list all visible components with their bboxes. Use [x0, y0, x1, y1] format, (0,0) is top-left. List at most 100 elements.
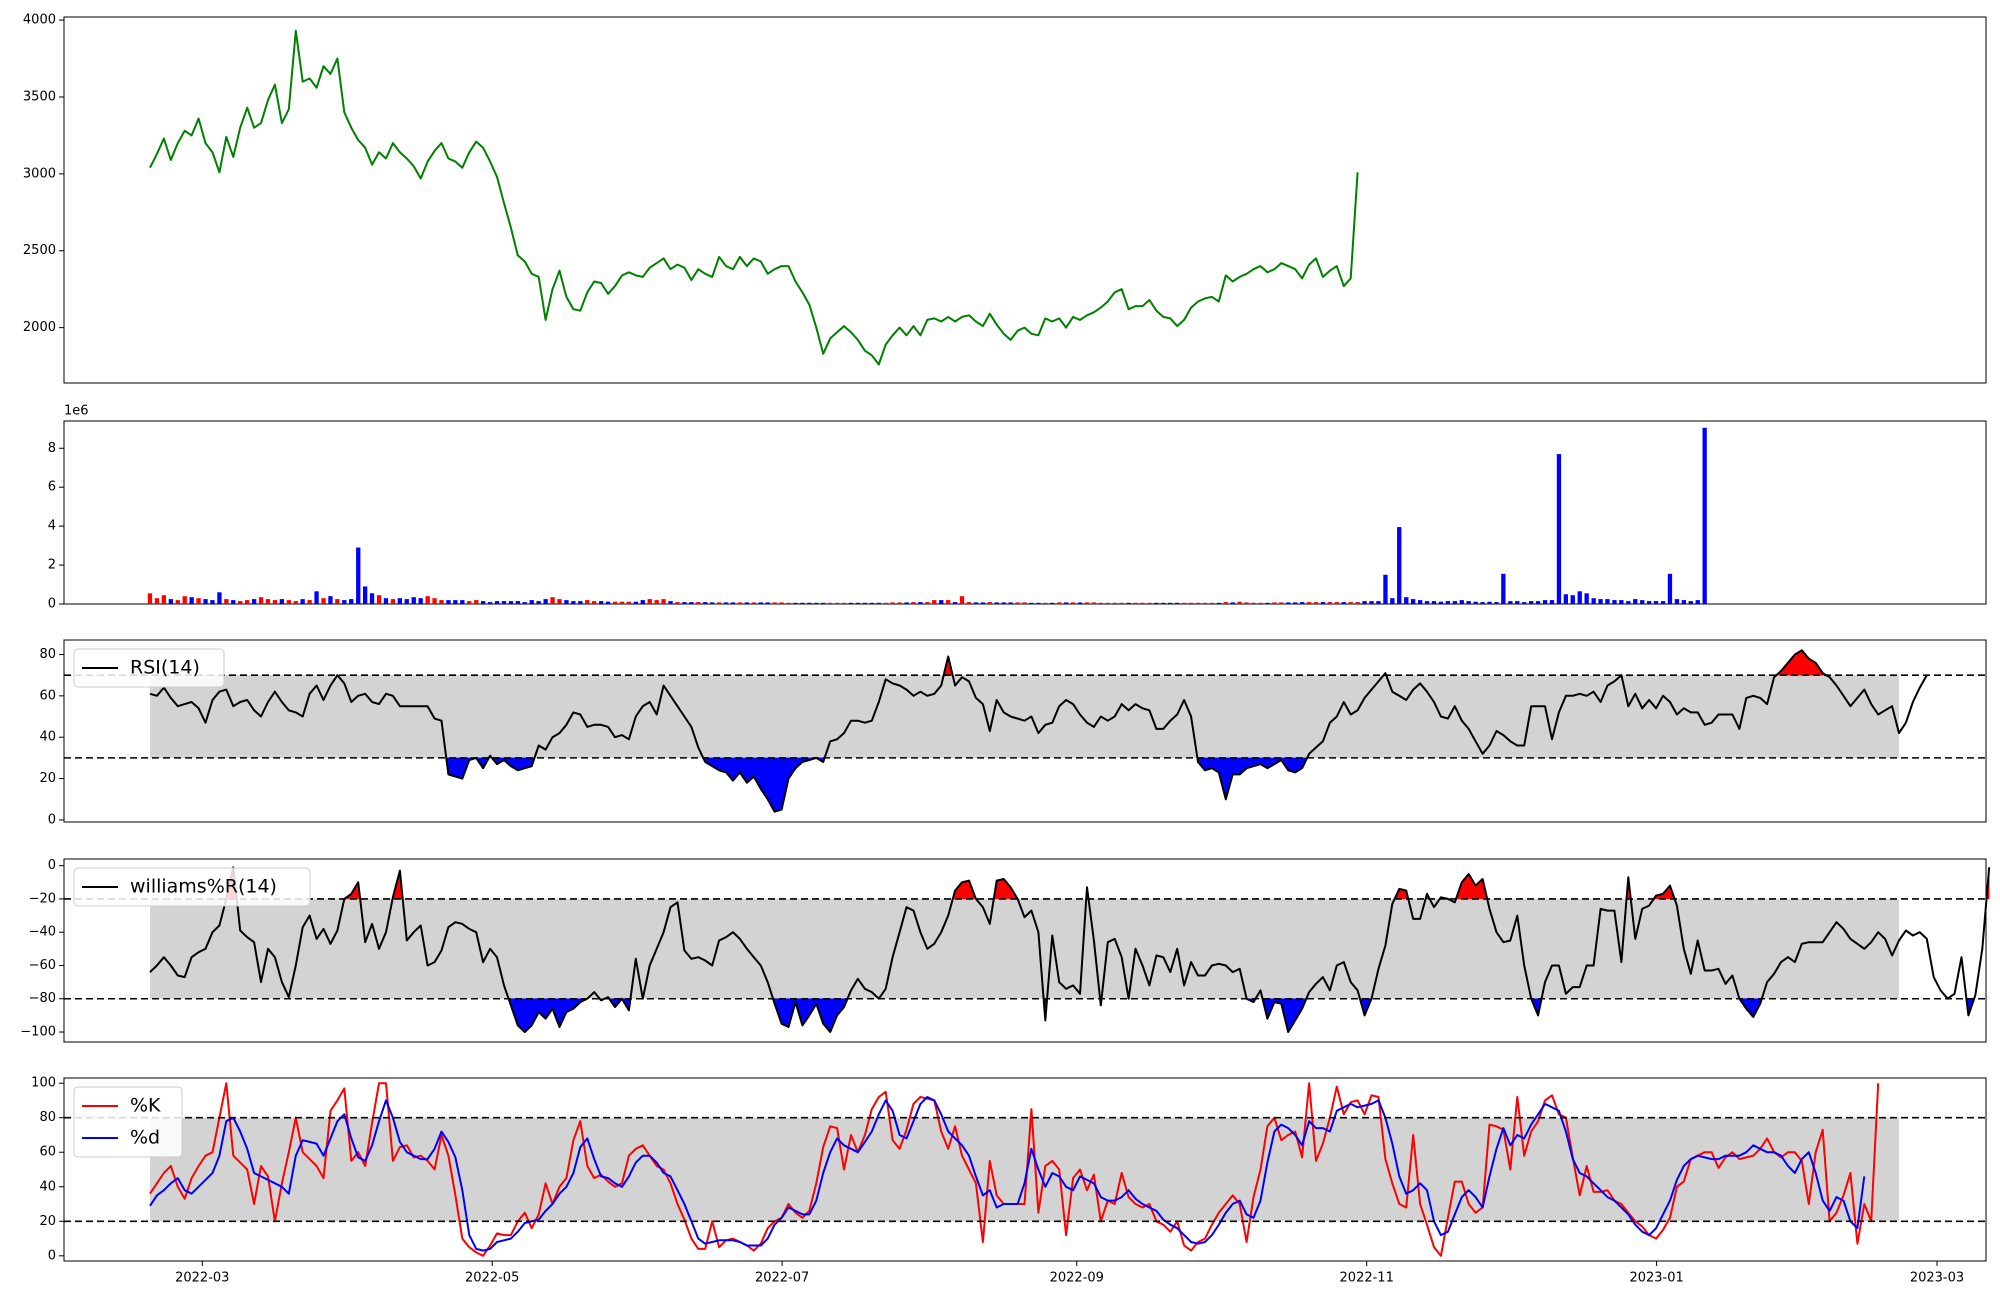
volume-bar	[1633, 599, 1638, 604]
volume-bar	[411, 597, 416, 604]
volume-bar	[932, 600, 937, 604]
x-tick-label: 2022-03	[175, 1271, 229, 1286]
volume-bar	[1674, 599, 1680, 604]
volume-bar	[890, 602, 895, 604]
y-tick-label: 60	[39, 688, 56, 703]
volume-bar	[1313, 602, 1319, 604]
volume-bar	[869, 602, 874, 604]
y-tick-label: 40	[39, 730, 56, 745]
volume-bar	[765, 602, 770, 604]
volume-bar	[1390, 598, 1395, 604]
volume-bar	[1480, 602, 1485, 604]
volume-bar	[571, 601, 576, 604]
volume-bar	[599, 601, 604, 604]
x-tick-label: 2022-11	[1340, 1271, 1394, 1286]
volume-bar	[529, 600, 534, 604]
volume-bar	[737, 602, 743, 604]
axes-frame	[63, 420, 1987, 605]
volume-bar	[633, 601, 638, 604]
williams-oversold-fill	[781, 998, 789, 1028]
volume-bar	[1591, 598, 1596, 604]
volume-bar	[987, 602, 992, 604]
volume-bar	[626, 601, 631, 604]
volume-bar	[501, 601, 507, 604]
volume-bar	[1293, 602, 1298, 604]
volume-bar	[946, 600, 951, 604]
x-tick-label: 2023-03	[1910, 1271, 1964, 1286]
volume-bar	[841, 602, 847, 604]
volume-bar	[1244, 602, 1249, 604]
volume-bar	[1418, 600, 1423, 604]
volume-bar	[1036, 602, 1041, 604]
volume-bar	[1605, 599, 1610, 604]
volume-bar	[675, 602, 680, 604]
volume-bar	[1195, 602, 1201, 604]
y-tick-label: 2000	[23, 320, 56, 335]
legend-label: RSI(14)	[130, 657, 200, 679]
volume-bar	[661, 599, 666, 604]
volume-bar	[682, 602, 687, 604]
volume-bar	[1556, 454, 1562, 604]
volume-bar	[723, 602, 729, 604]
rsi-line	[149, 649, 1928, 813]
volume-bar	[1494, 602, 1499, 604]
x-tick-label: 2023-01	[1629, 1271, 1683, 1286]
volume-bar	[1459, 600, 1464, 604]
volume-bar	[612, 601, 618, 604]
volume-bar	[848, 602, 854, 604]
volume-bar	[460, 600, 465, 604]
volume-bar	[994, 602, 999, 604]
volume-bar	[1695, 600, 1700, 604]
volume-bar	[800, 602, 805, 604]
volume-bar	[952, 602, 958, 604]
volume-bar	[404, 599, 409, 604]
volume-bar	[1355, 602, 1360, 604]
neutral-band	[150, 1117, 1899, 1222]
volume-bar	[973, 602, 979, 604]
volume-bar	[238, 601, 243, 604]
volume-bar	[1612, 600, 1617, 604]
volume-bar	[1702, 427, 1707, 604]
volume-bar	[314, 591, 319, 604]
volume-bar	[1397, 527, 1402, 604]
volume-bar	[1251, 602, 1256, 604]
volume-bar	[1202, 602, 1208, 604]
volume-bar	[1077, 602, 1083, 604]
volume-bar	[175, 600, 180, 604]
volume-bar	[293, 601, 298, 604]
volume-bar	[425, 596, 430, 604]
y-tick-label: 20	[39, 1214, 56, 1229]
volume-bar	[1348, 602, 1353, 604]
neutral-band	[150, 898, 1899, 999]
volume-bar	[862, 602, 867, 604]
y-tick-label: −60	[29, 958, 56, 973]
volume-bar	[1681, 600, 1686, 604]
volume-bar	[1279, 602, 1284, 604]
volume-bar	[1660, 601, 1666, 604]
y-tick-label: 8	[48, 441, 56, 456]
y-tick-label: 80	[39, 647, 56, 662]
volume-bar	[515, 601, 520, 604]
volume-bar	[224, 599, 229, 604]
volume-bar	[1473, 601, 1478, 604]
volume-bar	[1098, 602, 1103, 604]
williams-overbought-fill	[961, 880, 970, 900]
volume-bar	[1376, 601, 1381, 604]
price-line	[149, 29, 1359, 366]
volume-bar	[1105, 602, 1110, 604]
volume-bar	[883, 602, 888, 604]
y-tick-label: −20	[29, 891, 56, 906]
volume-bar	[1230, 602, 1235, 604]
volume-bar	[1216, 602, 1221, 604]
legend-box	[73, 1086, 183, 1158]
volume-bar	[1445, 601, 1450, 604]
y-tick-label: −80	[29, 991, 56, 1006]
volume-bar	[1452, 601, 1457, 604]
y-tick-label: 4000	[23, 13, 56, 28]
volume-bar	[911, 602, 916, 604]
volume-bar	[1050, 602, 1055, 604]
volume-bar	[203, 599, 208, 604]
volume-bar	[751, 602, 756, 604]
volume-bar	[1411, 599, 1416, 604]
